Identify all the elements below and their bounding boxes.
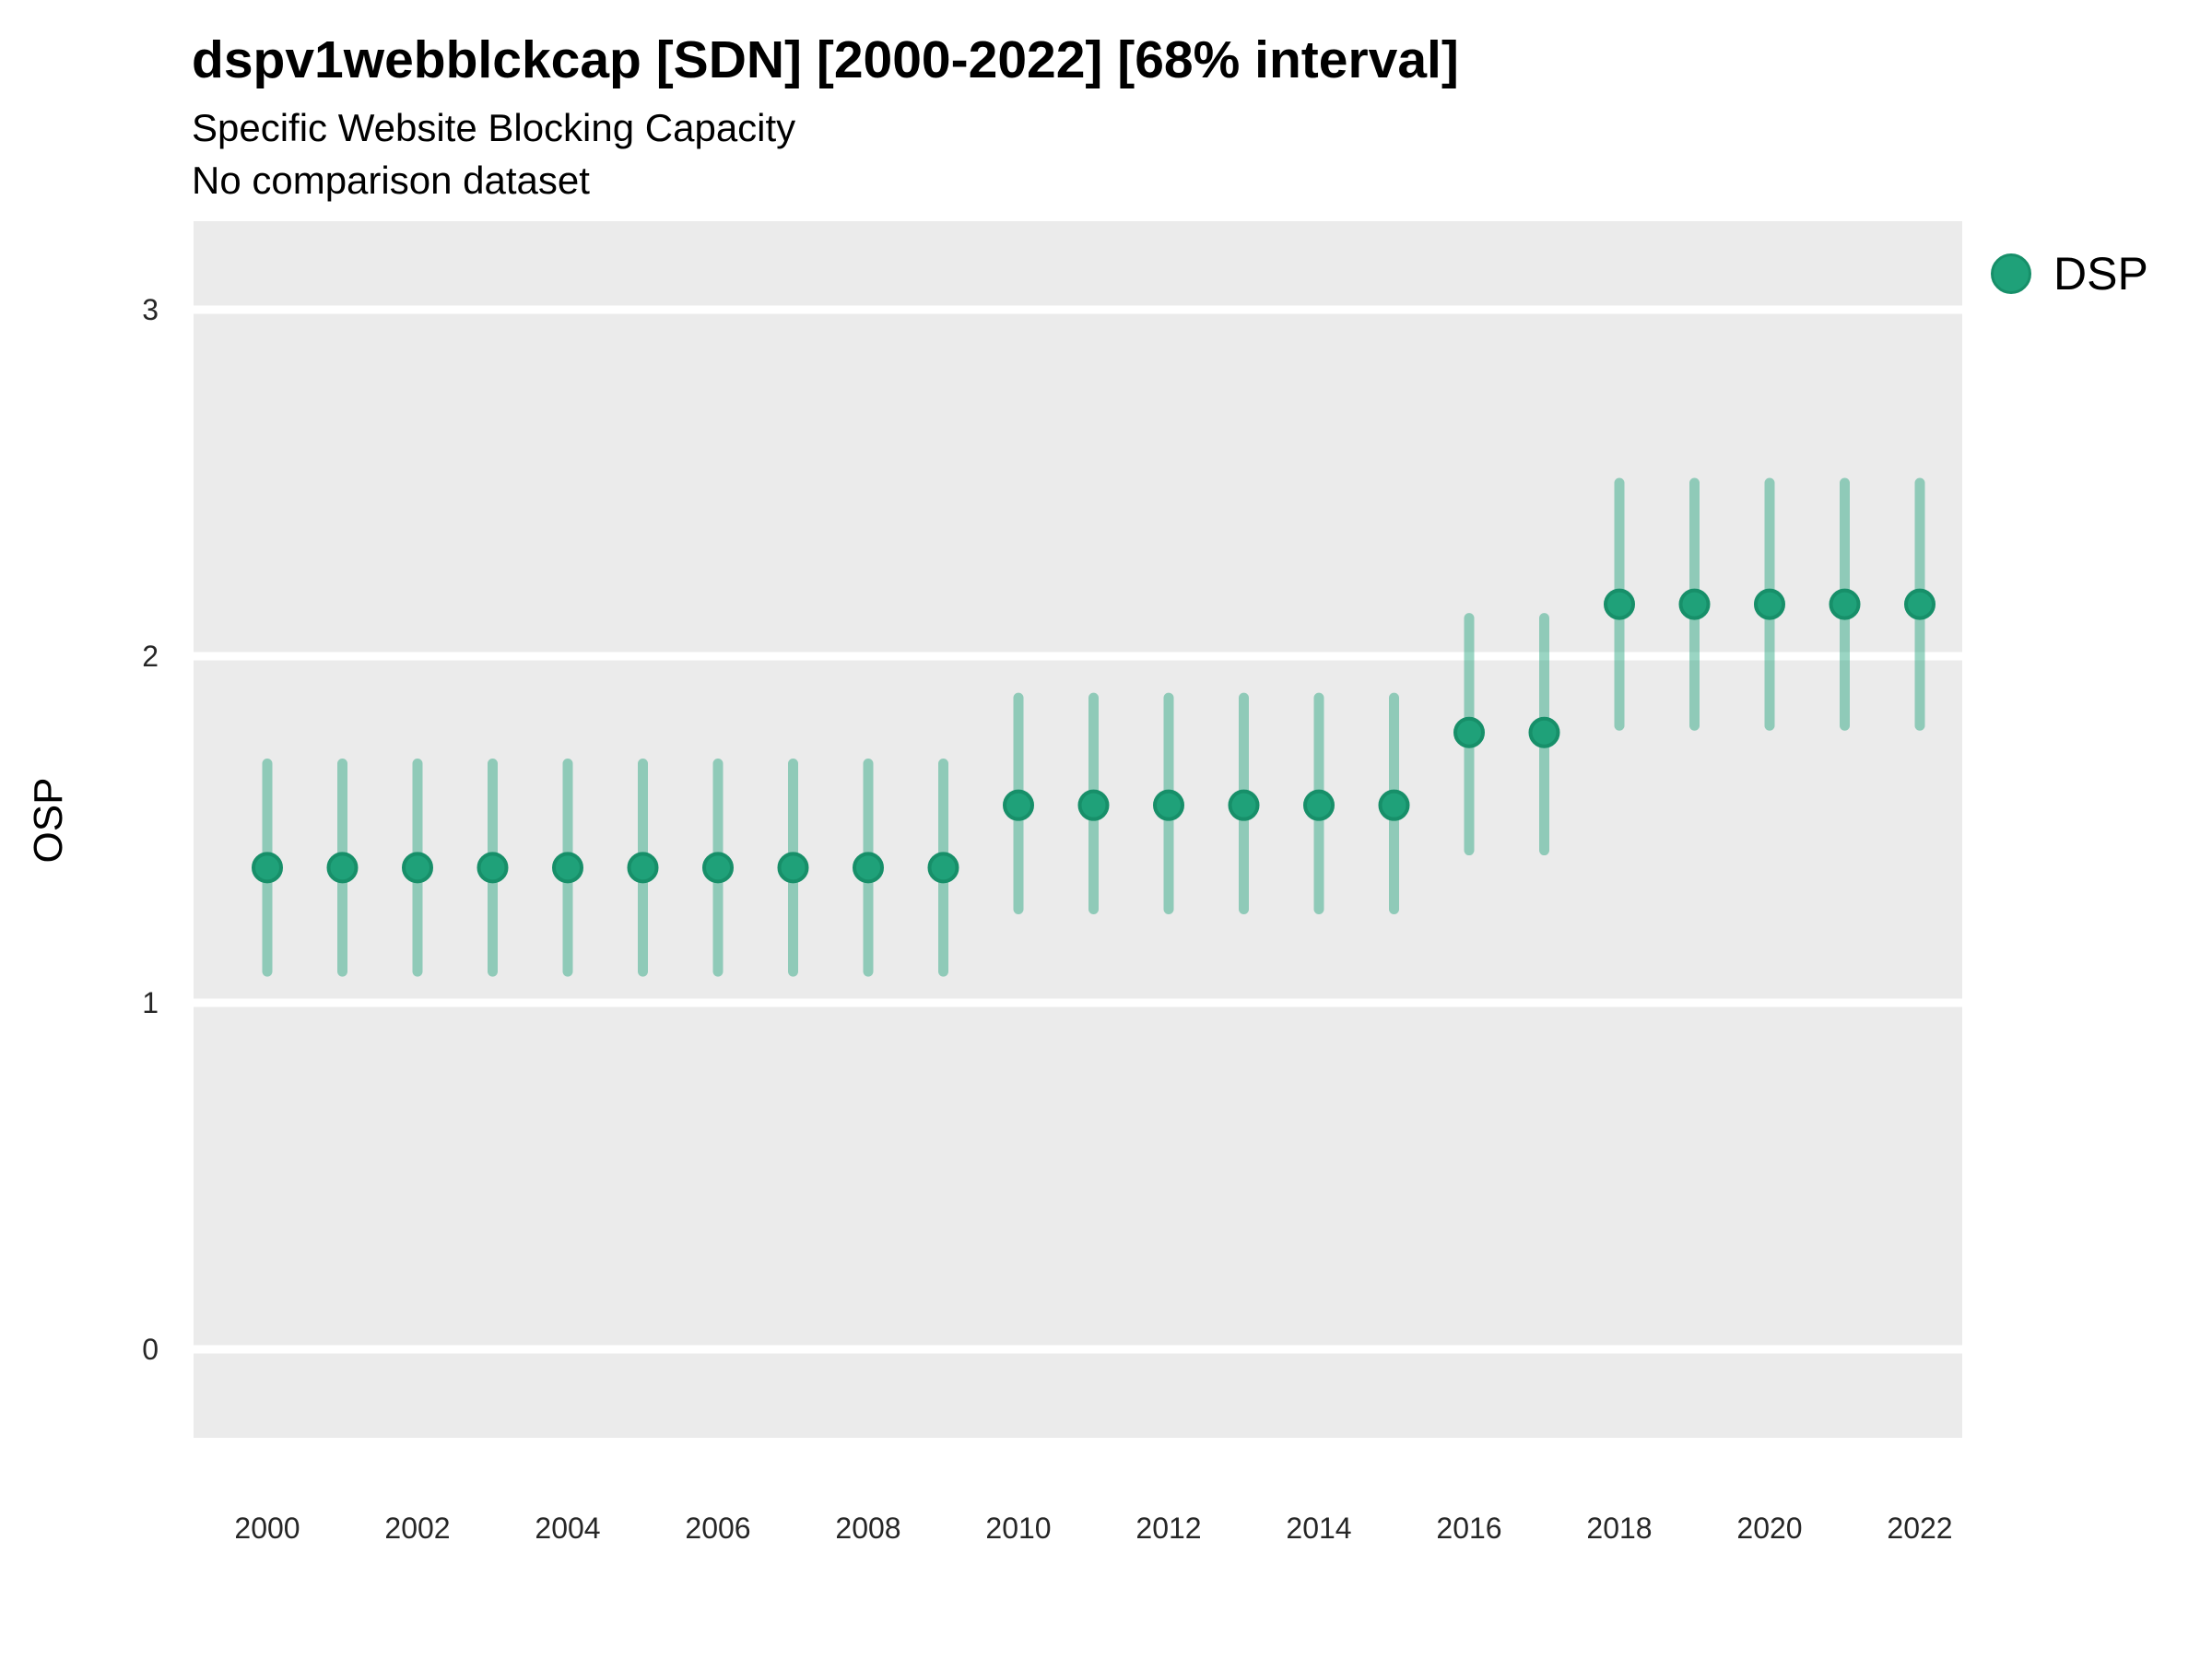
point-DSP-2004 (552, 852, 583, 884)
point-DSP-2001 (326, 852, 359, 884)
point-DSP-2002 (402, 852, 433, 884)
y-tick-label-2: 2 (142, 640, 159, 673)
x-tick-label-2018: 2018 (1586, 1512, 1652, 1545)
y-tick-label-1: 1 (142, 986, 159, 1019)
point-DSP-2007 (777, 852, 809, 884)
point-DSP-2017 (1528, 716, 1560, 748)
x-tick-label-2000: 2000 (234, 1512, 300, 1545)
legend: DSP (1991, 251, 2148, 297)
x-tick-label-2016: 2016 (1436, 1512, 1501, 1545)
point-DSP-2014 (1303, 789, 1335, 821)
point-DSP-2016 (1453, 716, 1485, 748)
comparison-note: No comparison dataset (192, 159, 590, 202)
x-tick-label-2006: 2006 (685, 1512, 750, 1545)
chart-title: dspv1webblckcap [SDN] [2000-2022] [68% i… (192, 30, 1459, 89)
point-DSP-2003 (477, 852, 509, 884)
point-DSP-2012 (1153, 789, 1184, 821)
x-tick-label-2010: 2010 (985, 1512, 1051, 1545)
point-DSP-2010 (1003, 789, 1034, 821)
plot-panel-background (194, 221, 1962, 1438)
point-DSP-2019 (1678, 588, 1711, 620)
legend-point-icon (1991, 253, 2031, 294)
point-DSP-2018 (1604, 588, 1635, 620)
chart-subtitle: Specific Website Blocking Capacity (192, 106, 796, 149)
x-tick-label-2022: 2022 (1887, 1512, 1952, 1545)
point-DSP-2005 (627, 852, 659, 884)
x-tick-label-2008: 2008 (835, 1512, 900, 1545)
point-DSP-2022 (1904, 588, 1936, 620)
point-DSP-2011 (1077, 789, 1110, 821)
point-DSP-2000 (252, 852, 283, 884)
point-DSP-2009 (927, 852, 959, 884)
y-tick-label-3: 3 (142, 293, 159, 326)
point-DSP-2021 (1829, 588, 1861, 620)
y-tick-label-0: 0 (142, 1333, 159, 1366)
point-DSP-2020 (1754, 588, 1785, 620)
x-tick-label-2002: 2002 (384, 1512, 450, 1545)
legend-label: DSP (2053, 248, 2148, 300)
x-tick-label-2020: 2020 (1736, 1512, 1802, 1545)
point-DSP-2006 (702, 852, 734, 884)
x-tick-label-2014: 2014 (1286, 1512, 1351, 1545)
point-DSP-2013 (1228, 789, 1260, 821)
x-tick-label-2012: 2012 (1135, 1512, 1201, 1545)
x-tick-label-2004: 2004 (535, 1512, 600, 1545)
point-DSP-2008 (853, 852, 884, 884)
point-DSP-2015 (1378, 789, 1410, 821)
